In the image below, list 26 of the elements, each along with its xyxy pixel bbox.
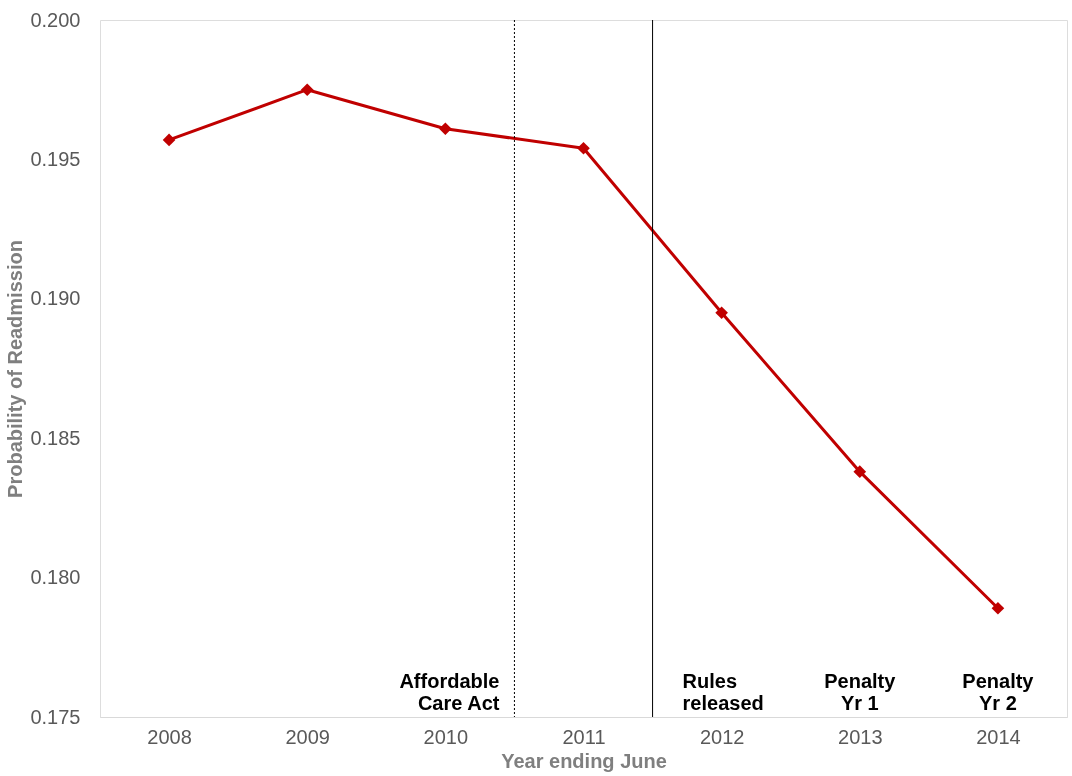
x-axis-title: Year ending June (501, 749, 667, 772)
y-tick-label: 0.185 (30, 426, 81, 449)
x-tick-label: 2009 (285, 725, 330, 748)
x-tick-label: 2013 (838, 725, 883, 748)
point (991, 601, 1005, 615)
point (300, 83, 314, 97)
y-tick-label: 0.195 (30, 147, 81, 170)
point (577, 141, 590, 155)
point (853, 465, 867, 478)
ref-line-label: Affordable Care Act (399, 670, 500, 714)
point (715, 306, 728, 320)
x-tick-label: 2008 (147, 725, 192, 748)
y-tick-label: 0.175 (30, 705, 81, 728)
y-tick-label: 0.200 (30, 8, 81, 31)
annotation: Penalty Yr 2 (962, 670, 1035, 714)
y-tick-label: 0.180 (30, 566, 81, 589)
point (162, 133, 176, 147)
y-tick-label: 0.190 (30, 287, 81, 310)
x-tick-label: 2011 (562, 725, 606, 748)
annotation: Penalty Yr 1 (824, 670, 897, 714)
ref-line-label: Rules released (682, 670, 764, 714)
y-axis-title: Probability of Readmission (4, 240, 27, 498)
point (439, 122, 452, 136)
x-tick-label: 2010 (423, 725, 469, 748)
x-tick-label: 2014 (976, 725, 1021, 748)
x-tick-label: 2012 (699, 725, 745, 748)
